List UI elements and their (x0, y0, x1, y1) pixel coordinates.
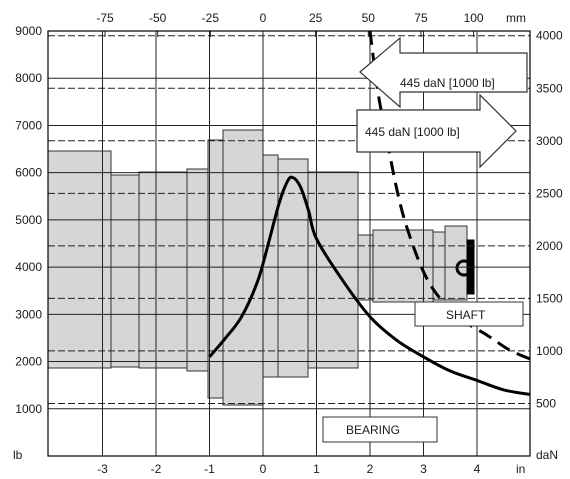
tick-label-dan: 3500 (536, 81, 563, 95)
tick-label-mm: 25 (309, 11, 323, 25)
unit-label-dan: daN (536, 448, 558, 462)
tick-label-dan: 3000 (536, 134, 563, 148)
unit-label-in: in (516, 462, 525, 476)
tick-label-dan: 4000 (536, 29, 563, 43)
tick-label-lb: 6000 (15, 166, 42, 180)
shaft-nut (444, 225, 468, 301)
tick-label-in: 2 (367, 462, 374, 476)
tick-label-lb: 5000 (15, 213, 42, 227)
tick-label-mm: 100 (464, 11, 484, 25)
right-axis-dan: 4000 3500 3000 2500 2000 1500 1000 500 (536, 29, 563, 411)
top-axis-mm: -75 -50 -25 0 25 50 75 100 (96, 11, 484, 25)
unit-label-lb: lb (13, 448, 23, 462)
chart-frame (47, 30, 531, 457)
tick-label-mm: -75 (96, 11, 114, 25)
tick-label-in: 3 (420, 462, 427, 476)
tick-label-lb: 8000 (15, 71, 42, 85)
tick-label-in: -1 (204, 462, 215, 476)
tick-label-dan: 2000 (536, 239, 563, 253)
right-arrow-icon (356, 93, 517, 169)
tick-label-in: 1 (313, 462, 320, 476)
shaft-section (186, 168, 209, 372)
tick-label-in: -3 (97, 462, 108, 476)
tick-label-mm: -25 (202, 11, 220, 25)
left-axis-lb: 9000 8000 7000 6000 5000 4000 3000 2000 1000 (15, 24, 42, 416)
tick-label-mm: 0 (260, 11, 267, 25)
chart-grid (48, 30, 530, 456)
load-arrow-upper-label: 445 daN [1000 lb] (400, 76, 495, 90)
tick-label-lb: 2000 (15, 355, 42, 369)
unit-label-mm: mm (506, 11, 526, 25)
shaft-section (138, 171, 188, 369)
load-arrow-lower: 445 daN [1000 lb] (356, 93, 517, 169)
bearing-label-box: BEARING (322, 416, 438, 443)
tick-label-in: 4 (474, 462, 481, 476)
shaft-label-box: SHAFT (414, 301, 524, 327)
tick-label-lb: 1000 (15, 402, 42, 416)
tick-label-dan: 1000 (536, 344, 563, 358)
tick-label-mm: -50 (149, 11, 167, 25)
nut-icon (455, 259, 473, 277)
tick-label-lb: 4000 (15, 260, 42, 274)
tick-label-dan: 500 (536, 396, 556, 410)
tick-label-mm: 75 (414, 11, 428, 25)
shaft-section (110, 174, 140, 368)
tick-label-lb: 9000 (15, 24, 42, 38)
tick-label-dan: 1500 (536, 291, 563, 305)
tick-label-in: -2 (151, 462, 162, 476)
bearing-load-curve (208, 175, 531, 397)
bearing-flange (262, 154, 279, 378)
left-arrow-icon (359, 36, 528, 109)
tick-label-mm: 50 (362, 11, 376, 25)
tick-label-lb: 3000 (15, 307, 42, 321)
bearing-label: BEARING (346, 423, 400, 437)
bearing-flange (207, 139, 224, 399)
load-arrow-upper: 445 daN [1000 lb] (359, 36, 528, 109)
bottom-axis-in: -3 -2 -1 0 1 2 3 4 (97, 462, 480, 476)
shaft-label: SHAFT (446, 308, 486, 322)
shaft-section (307, 171, 359, 369)
load-arrow-lower-label: 445 daN [1000 lb] (365, 125, 460, 139)
tick-label-lb: 7000 (15, 118, 42, 132)
tick-label-in: 0 (260, 462, 267, 476)
tick-label-dan: 2500 (536, 186, 563, 200)
shaft-section (47, 150, 112, 369)
